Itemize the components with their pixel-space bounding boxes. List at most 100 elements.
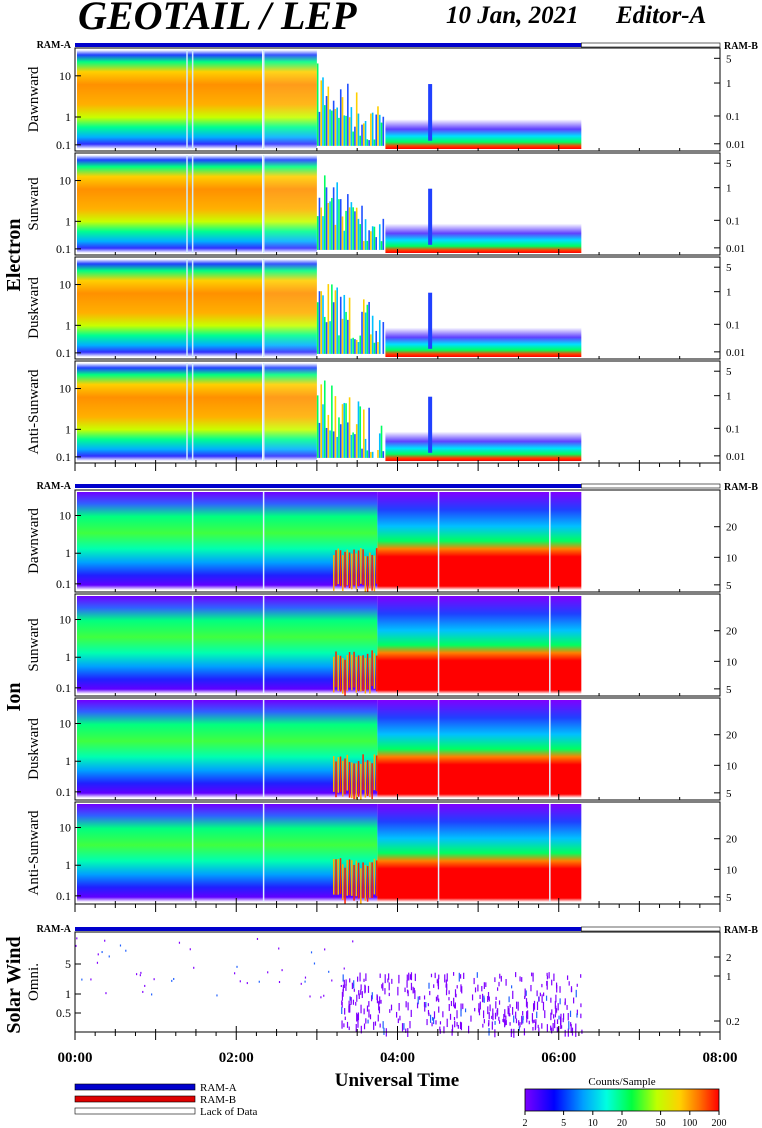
spectrogram-stripe [339,756,342,793]
spectrogram-stripe [378,433,381,458]
spectrogram-stripe [331,385,333,458]
spectrogram-stripe [359,224,362,250]
count-mark [453,1016,456,1021]
spectrogram-stripe [341,318,344,354]
spectrogram-stripe [369,761,371,798]
spectrogram-stripe [350,434,353,458]
spectrogram-stripe [333,656,335,693]
count-mark [509,1004,511,1008]
count-mark [492,1008,494,1017]
count-mark [509,1022,511,1026]
spectrogram-stripe [325,96,328,146]
count-mark [258,980,260,983]
spectrogram-stripe [316,216,319,250]
count-mark [497,987,499,991]
count-mark [548,972,550,979]
count-mark [534,1024,537,1031]
count-mark [366,1005,369,1012]
data-gap [262,50,265,149]
spectrogram-stripe [375,237,378,250]
count-mark [545,995,548,1001]
editor-label: Editor-A [616,2,707,29]
spectrogram-stripe [341,97,344,146]
spectrogram-stripe [343,230,346,250]
data-gap [262,363,265,461]
count-mark [473,977,475,985]
spectrogram-stripe [373,555,376,592]
count-mark [460,1008,462,1017]
count-mark [481,993,484,1003]
spectrogram-stripe [331,197,333,250]
count-mark [494,1021,496,1025]
spectrogram-stripe [338,335,340,354]
spectrogram-stripe [352,207,354,250]
count-mark [436,979,438,984]
y-tick-label-right: 0.1 [726,111,740,123]
count-mark [536,1011,538,1019]
spectrogram-stripe [355,763,358,800]
count-mark [456,985,458,989]
count-mark [524,988,526,998]
data-gap [549,596,551,694]
spectrogram-stripe [318,422,321,458]
count-mark [384,988,386,995]
count-mark [458,972,460,982]
spectrogram-stripe [364,219,367,250]
data-gap [437,804,440,902]
group-label: Solar Wind [3,936,25,1033]
data-gap [191,492,194,590]
count-mark [445,979,447,988]
spectrogram-stripe [325,427,328,458]
spectrogram-stripe [360,763,362,800]
count-mark [140,971,142,974]
spectrogram-stripe [343,402,346,458]
count-mark [390,1004,393,1011]
count-mark [448,997,450,1001]
spectrogram-stripe [375,860,378,897]
y-tick-label-right: 0.1 [726,215,740,227]
count-mark [387,978,389,983]
count-mark [566,975,569,980]
panel [74,931,721,1038]
count-mark [498,1020,501,1024]
count-mark [358,993,360,1000]
spectrogram-stripe [334,109,337,146]
spectrogram-stripe [378,114,381,146]
count-mark [513,1015,515,1023]
spectrogram-stripe [373,653,376,689]
count-mark [346,1021,349,1028]
count-mark [483,1019,485,1024]
y-tick-label-right: 1 [726,78,732,90]
spectrogram-burst [428,396,433,453]
y-tick-label-right: 0.01 [726,451,745,463]
count-mark [368,1009,370,1018]
count-mark [139,974,141,977]
count-mark [507,1005,509,1015]
spectrogram-stripe [353,549,355,586]
spectrogram-stripe [380,425,383,458]
count-mark [391,978,393,984]
spectrogram-stripe [348,207,351,250]
count-mark [406,974,408,981]
spectrogram-stripe [338,417,340,458]
count-mark [439,1029,441,1034]
count-mark [75,944,77,947]
count-mark [300,982,302,985]
count-mark [512,990,514,999]
panel-label: Sunward [26,618,42,672]
count-mark [367,985,370,993]
spectrogram-stripe [366,139,369,146]
count-mark [382,982,384,991]
count-mark [345,979,347,986]
count-mark [379,996,381,1004]
spectrogram-stripe [332,100,335,146]
spectrogram-stripe [355,860,358,897]
spectrogram-stripe [323,175,326,250]
count-mark [350,996,352,1004]
y-tick-label-right: 5 [726,53,732,65]
y-tick-label-right: 1 [726,287,732,299]
data-gap [191,700,194,798]
spectrogram-stripe [371,226,374,250]
spectrogram-stripe [366,865,369,902]
panel [74,593,721,697]
